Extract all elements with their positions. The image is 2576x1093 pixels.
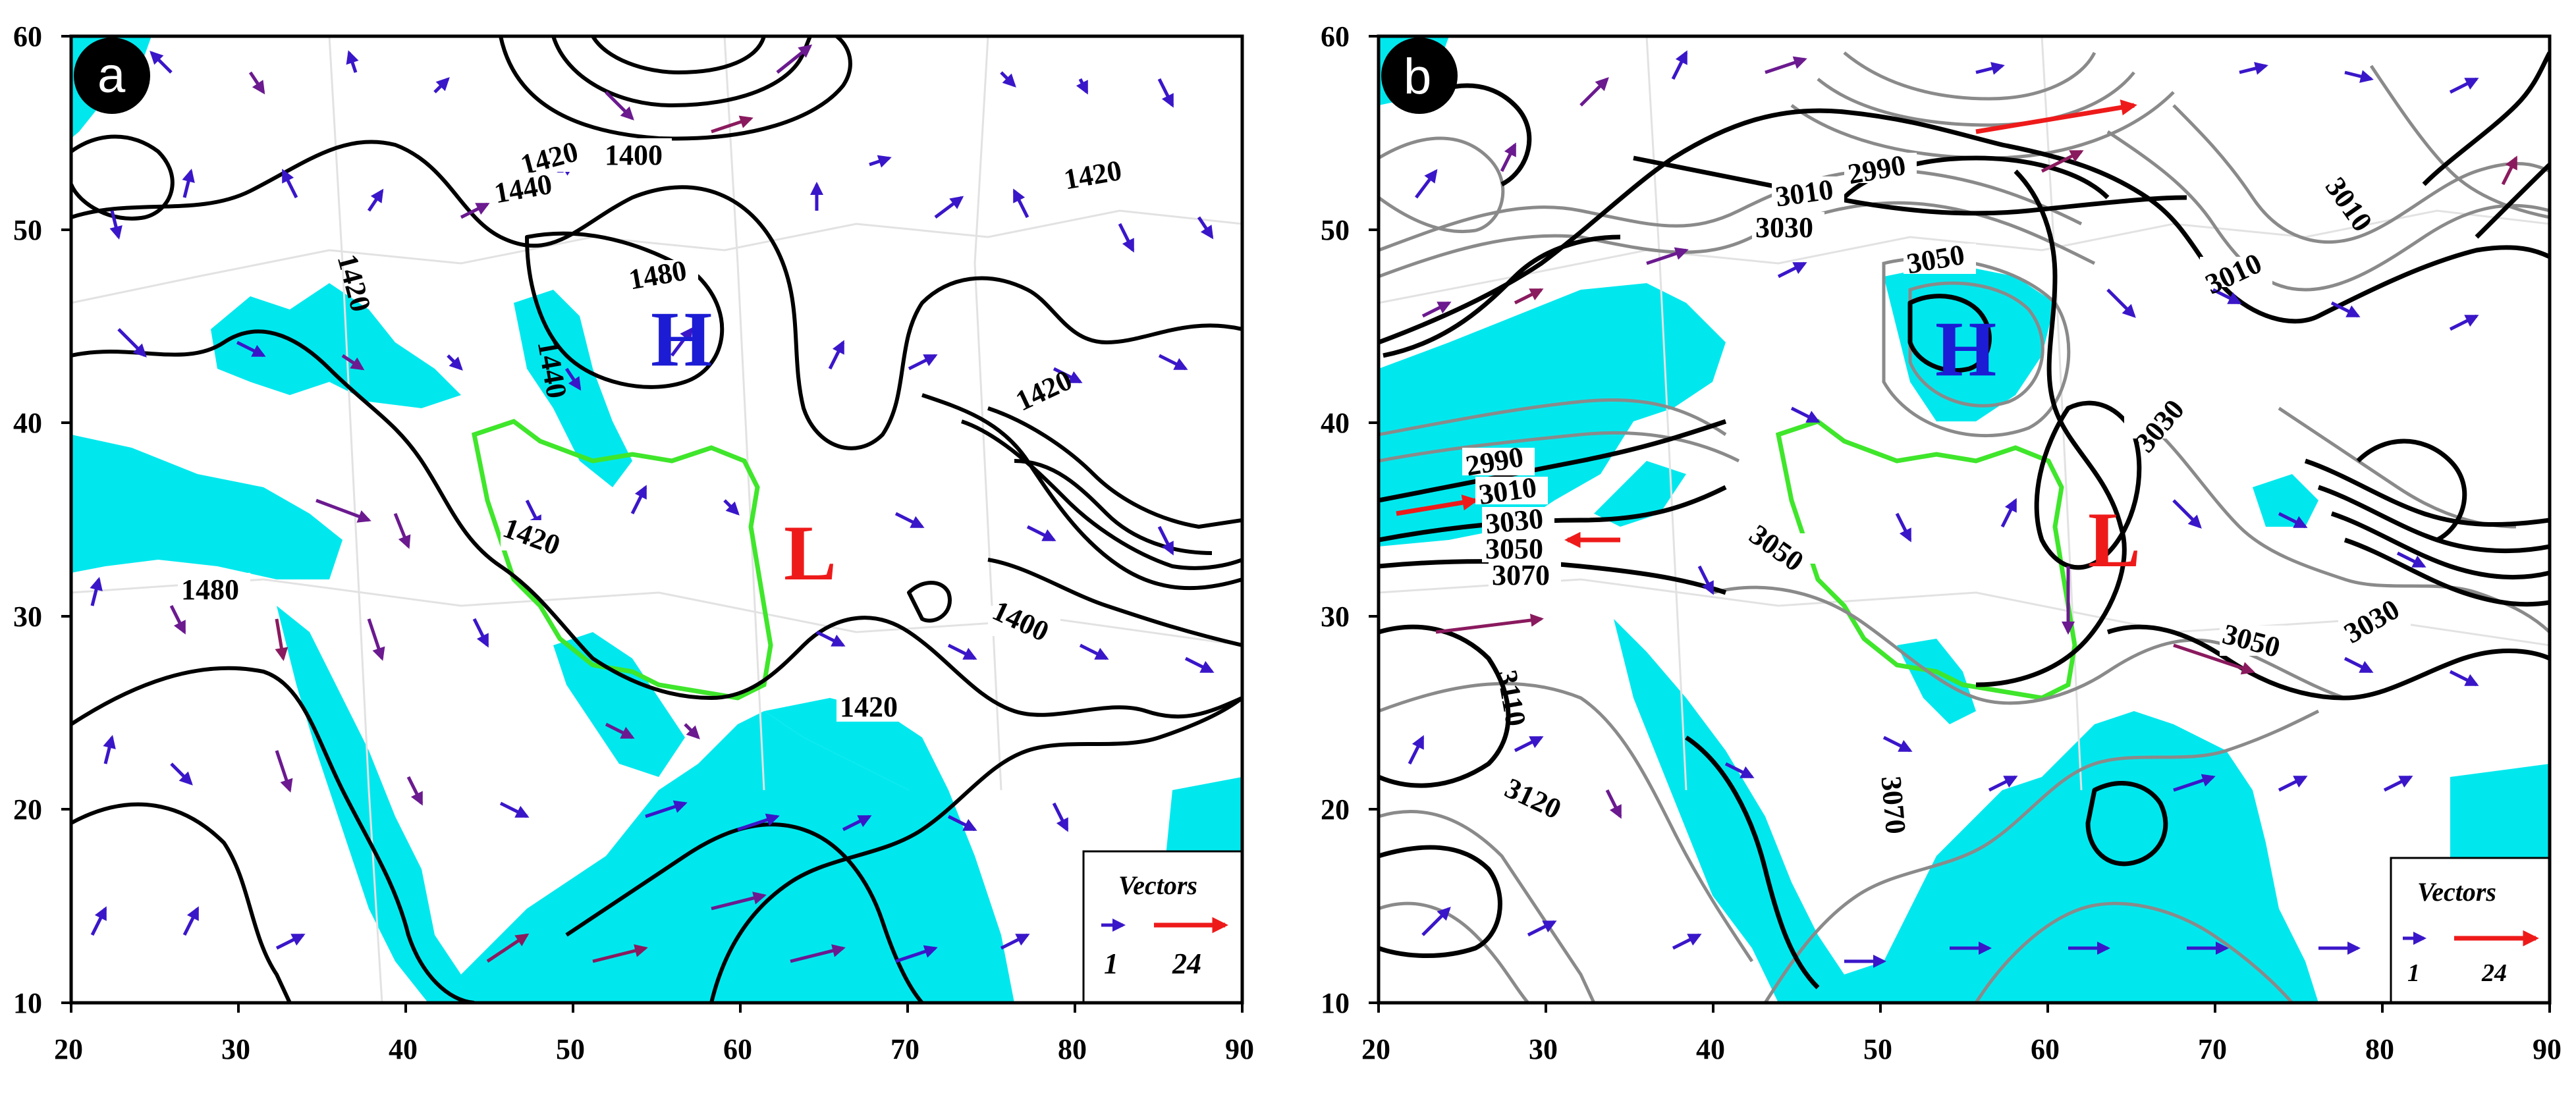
panel-a-letter: a bbox=[97, 47, 126, 103]
x-tick-label: 70 bbox=[2198, 1033, 2227, 1065]
panel-b-letter: b bbox=[1404, 49, 1431, 105]
contour-label: 3070 bbox=[1875, 775, 1912, 836]
contour-label: 3030 bbox=[1484, 502, 1545, 541]
panel-b-x-ticks bbox=[1377, 1003, 2551, 1013]
contour-label: 3030 bbox=[1755, 211, 1813, 244]
panel-b-y-tick-labels: 60 50 40 30 20 10 bbox=[1321, 20, 1350, 1019]
y-tick-label: 20 bbox=[13, 793, 42, 826]
panel-a-region-boundary bbox=[471, 419, 773, 701]
panel-b-region-boundary bbox=[1775, 419, 2077, 701]
contour-label: 3050 bbox=[1485, 533, 1543, 565]
panel-a-shaded-regions bbox=[71, 36, 1242, 1003]
contour-label: 3010 bbox=[1773, 173, 1835, 213]
x-tick-label: 30 bbox=[221, 1033, 250, 1065]
x-tick-label: 20 bbox=[1361, 1033, 1390, 1065]
contour-label: 1400 bbox=[605, 139, 663, 171]
contour-label: 3010 bbox=[1477, 471, 1539, 511]
x-tick-label: 50 bbox=[556, 1033, 585, 1065]
legend-title: Vectors bbox=[1118, 870, 1197, 900]
panel-a-letter-badge bbox=[74, 38, 150, 114]
legend-max-value: 24 bbox=[2481, 959, 2507, 987]
x-tick-label: 20 bbox=[54, 1033, 83, 1065]
legend-min-value: 1 bbox=[1104, 947, 1118, 980]
y-tick-label: 60 bbox=[1321, 20, 1350, 53]
legend-max-value: 24 bbox=[1172, 947, 1201, 980]
x-tick-label: 60 bbox=[723, 1033, 752, 1065]
panel-b-vector-legend: Vectors 1 24 bbox=[2390, 857, 2551, 1004]
contour-label: 1480 bbox=[181, 573, 239, 606]
panel-a-y-ticks bbox=[61, 35, 71, 1004]
x-tick-label: 80 bbox=[2365, 1033, 2394, 1065]
x-tick-label: 90 bbox=[1225, 1033, 1254, 1065]
panel-b-low-pressure-label: L bbox=[2088, 496, 2141, 583]
panel-a-vector-legend: Vectors 1 24 bbox=[1082, 850, 1244, 1004]
panel-b-letter-badge bbox=[1381, 38, 1458, 114]
panel-b: 2990 3010 3030 3050 3010 3010 3030 2990 … bbox=[1321, 20, 2562, 1065]
x-tick-label: 90 bbox=[2533, 1033, 2562, 1065]
panel-b-wind-vectors bbox=[1396, 50, 2518, 968]
panel-b-frame bbox=[1377, 34, 2552, 1005]
y-tick-label: 30 bbox=[1321, 600, 1350, 633]
x-tick-label: 30 bbox=[1529, 1033, 1558, 1065]
y-tick-label: 30 bbox=[13, 600, 42, 633]
panel-a-y-tick-labels: 60 50 40 30 20 10 bbox=[13, 20, 42, 1019]
x-tick-label: 70 bbox=[891, 1033, 919, 1065]
panel-a-wind-vectors bbox=[90, 44, 1215, 963]
x-tick-label: 60 bbox=[2031, 1033, 2060, 1065]
y-tick-label: 60 bbox=[13, 20, 42, 53]
y-tick-label: 40 bbox=[13, 407, 42, 439]
legend-title: Vectors bbox=[2417, 877, 2496, 907]
y-tick-label: 40 bbox=[1321, 407, 1350, 439]
panel-a-x-ticks bbox=[70, 1003, 1244, 1013]
x-tick-label: 40 bbox=[1696, 1033, 1725, 1065]
panel-b-black-contours bbox=[1379, 51, 2550, 990]
contour-label: 3070 bbox=[1492, 559, 1550, 591]
panel-b-y-ticks bbox=[1369, 35, 1379, 1004]
panel-a-contours bbox=[71, 36, 1242, 1003]
panel-a-x-tick-labels: 20 30 40 50 60 70 80 90 bbox=[54, 1033, 1254, 1065]
panel-a-high-pressure-label: H bbox=[651, 295, 712, 383]
contour-label: 1420 bbox=[840, 691, 898, 723]
panel-b-high-pressure-label: H bbox=[1935, 305, 1996, 392]
panel-a-low-pressure-label: L bbox=[784, 509, 836, 597]
y-tick-label: 20 bbox=[1321, 793, 1350, 826]
y-tick-label: 10 bbox=[13, 987, 42, 1019]
panel-b-x-tick-labels: 20 30 40 50 60 70 80 90 bbox=[1361, 1033, 2562, 1065]
x-tick-label: 40 bbox=[389, 1033, 418, 1065]
x-tick-label: 50 bbox=[1863, 1033, 1892, 1065]
y-tick-label: 10 bbox=[1321, 987, 1350, 1019]
panel-a-frame bbox=[69, 34, 1244, 1005]
x-tick-label: 80 bbox=[1058, 1033, 1087, 1065]
panel-a: 1420 1400 1440 1420 1480 1420 1440 1420 … bbox=[13, 20, 1254, 1065]
y-tick-label: 50 bbox=[1321, 214, 1350, 246]
legend-min-value: 1 bbox=[2407, 959, 2420, 987]
y-tick-label: 50 bbox=[13, 214, 42, 246]
